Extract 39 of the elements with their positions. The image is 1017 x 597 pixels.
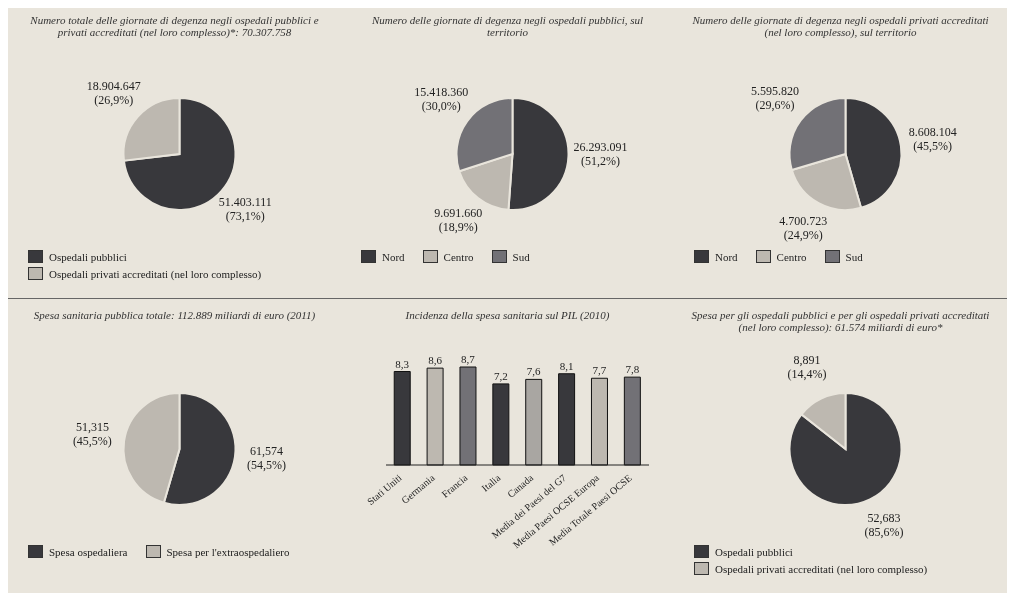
legend-label: Ospedali privati accreditati (nel loro complesso) xyxy=(715,562,928,575)
legend-label: Ospedali pubblici xyxy=(715,545,793,558)
data-label: 51.403.111 (73,1%) xyxy=(218,195,272,224)
chart-title: Incidenza della spesa sanitaria sul PIL (2010) xyxy=(404,309,611,323)
data-label: 15.418.360 (30,0%) xyxy=(414,85,469,114)
chart-title: Spesa per gli ospedali pubblici e per gli ospedali privati accreditati (nel loro complesso): 61.574 miliardi di euro* xyxy=(690,309,991,335)
data-label: 5.595.820 (29,6%) xyxy=(750,84,799,113)
x-tick-label: Italia xyxy=(479,471,503,494)
data-label: 18.904.647 (26,9%) xyxy=(86,78,141,107)
data-label: 8.608.104 (45,5%) xyxy=(908,124,957,153)
data-label: 61,574 (54,5%) xyxy=(247,444,287,473)
legend-label: Nord xyxy=(715,250,738,263)
chart-title: Numero delle giornate di degenza negli ospedali privati accreditati (nel loro complesso), sul territorio xyxy=(691,14,990,40)
data-label: 8,7 xyxy=(461,353,476,365)
data-label: 7,6 xyxy=(526,365,542,378)
chart-title: Numero delle giornate di degenza negli ospedali pubblici, sul territorio xyxy=(370,14,645,40)
legend-label: Ospedali privati accreditati (nel loro complesso) xyxy=(49,267,262,280)
data-label: 8,6 xyxy=(428,354,443,367)
data-label: 8,1 xyxy=(559,359,574,372)
data-label: 9.691.660 (18,9%) xyxy=(434,206,483,235)
data-label: 51,315 (45,5%) xyxy=(72,419,112,448)
legend-label: Centro xyxy=(443,250,474,263)
data-label: 52,683 (85,6%) xyxy=(864,511,904,540)
legend-label: Sud xyxy=(512,250,530,263)
chart-title: Numero totale delle giornate di degenza negli ospedali pubblici e privati accreditati (nel loro complesso)*: 70.307.758 xyxy=(29,14,320,40)
data-label: 8,3 xyxy=(395,357,410,370)
data-label: 7,7 xyxy=(592,364,607,377)
data-label: 7,2 xyxy=(493,369,508,382)
legend-label: Spesa ospedaliera xyxy=(49,545,128,558)
legend-label: Ospedali pubblici xyxy=(49,250,127,263)
data-label: 8,891 (14,4%) xyxy=(787,352,827,381)
legend-label: Nord xyxy=(382,250,405,263)
data-label: 7,8 xyxy=(625,363,640,376)
data-label: 4.700.723 (24,9%) xyxy=(779,214,828,243)
legend-label: Centro xyxy=(776,250,807,263)
legend-label: Spesa per l'extraospedaliero xyxy=(166,545,290,558)
data-label: 26.293.091 (51,2%) xyxy=(573,140,628,169)
legend-label: Sud xyxy=(845,250,863,263)
chart-title: Spesa sanitaria pubblica totale: 112.889 miliardi di euro (2011) xyxy=(32,309,317,323)
